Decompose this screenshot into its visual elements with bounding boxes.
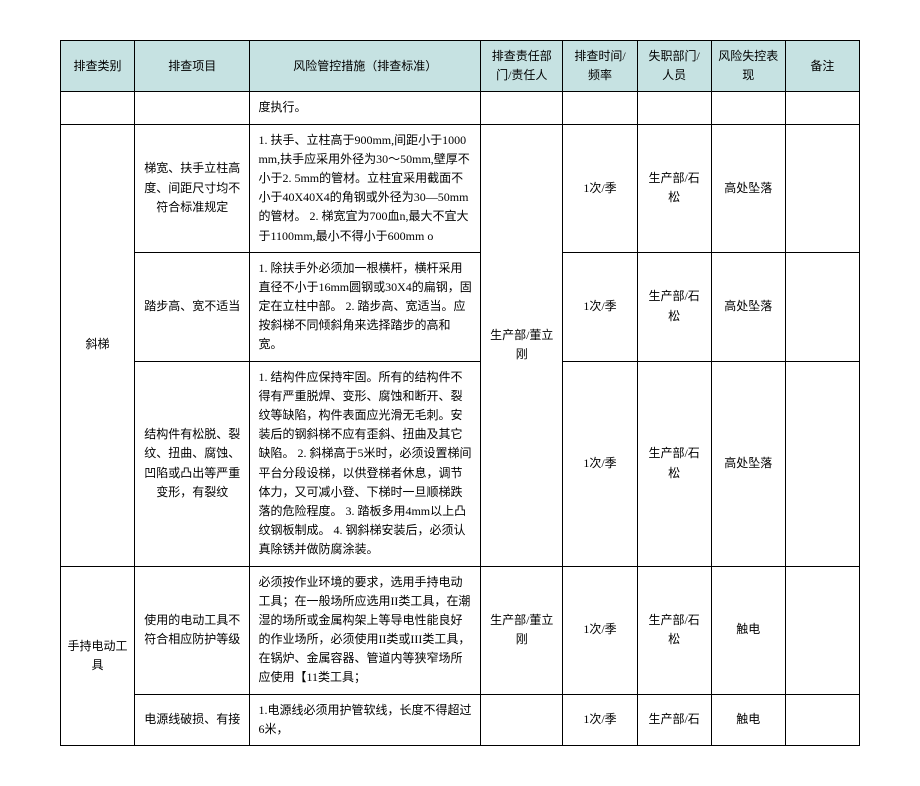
- cell-measure: 度执行。: [250, 92, 481, 124]
- cell-dept: [481, 694, 563, 745]
- cell-time: 1次/季: [563, 361, 637, 566]
- h-risk: 风险失控表现: [711, 41, 785, 92]
- cell-note: [785, 124, 859, 252]
- cell-empty: [481, 92, 563, 124]
- cell-measure: 1.电源线必须用护管软线，长度不得超过6米，: [250, 694, 481, 745]
- cell-note: [785, 694, 859, 745]
- cell-category: 斜梯: [61, 124, 135, 566]
- cell-time: 1次/季: [563, 252, 637, 361]
- cell-measure: 1. 扶手、立柱高于900mm,间距小于1000mm,扶手应采用外径为30～50…: [250, 124, 481, 252]
- cell-acc: 生产部/石松: [637, 252, 711, 361]
- cell-item: 梯宽、扶手立柱高度、间距尺寸均不符合标准规定: [135, 124, 250, 252]
- cell-risk: 触电: [711, 566, 785, 694]
- cell-note: [785, 252, 859, 361]
- cell-item: 结构件有松脱、裂纹、扭曲、腐蚀、凹陷或凸出等严重变形，有裂纹: [135, 361, 250, 566]
- cell-time: 1次/季: [563, 694, 637, 745]
- cell-acc: 生产部/石: [637, 694, 711, 745]
- h-note: 备注: [785, 41, 859, 92]
- h-acc: 失职部门/人员: [637, 41, 711, 92]
- cell-empty: [563, 92, 637, 124]
- cell-time: 1次/季: [563, 566, 637, 694]
- cell-empty: [637, 92, 711, 124]
- cell-acc: 生产部/石松: [637, 124, 711, 252]
- cell-dept: 生产部/董立刚: [481, 566, 563, 694]
- cell-note: [785, 361, 859, 566]
- cell-risk: 高处坠落: [711, 252, 785, 361]
- cell-measure: 必须按作业环境的要求，选用手持电动工具；在一般场所应选用II类工具，在潮湿的场所…: [250, 566, 481, 694]
- cell-empty: [61, 92, 135, 124]
- h-dept: 排查责任部门/责任人: [481, 41, 563, 92]
- table-row: 结构件有松脱、裂纹、扭曲、腐蚀、凹陷或凸出等严重变形，有裂纹 1. 结构件应保持…: [61, 361, 860, 566]
- cell-acc: 生产部/石松: [637, 361, 711, 566]
- table-row: 度执行。: [61, 92, 860, 124]
- cell-measure: 1. 结构件应保持牢固。所有的结构件不得有严重脱焊、变形、腐蚀和断开、裂纹等缺陷…: [250, 361, 481, 566]
- header-row: 排查类别 排查项目 风险管控措施（排查标准） 排查责任部门/责任人 排查时间/频…: [61, 41, 860, 92]
- cell-empty: [711, 92, 785, 124]
- inspection-table: 排查类别 排查项目 风险管控措施（排查标准） 排查责任部门/责任人 排查时间/频…: [60, 40, 860, 746]
- cell-dept: 生产部/董立刚: [481, 124, 563, 566]
- cell-measure: 1. 除扶手外必须加一根横杆，横杆采用直径不小于16mm圆钢或30X4的扁钢，固…: [250, 252, 481, 361]
- cell-time: 1次/季: [563, 124, 637, 252]
- cell-acc: 生产部/石松: [637, 566, 711, 694]
- cell-empty: [785, 92, 859, 124]
- cell-risk: 高处坠落: [711, 361, 785, 566]
- h-item: 排查项目: [135, 41, 250, 92]
- h-time: 排查时间/频率: [563, 41, 637, 92]
- table-row: 手持电动工具 使用的电动工具不符合相应防护等级 必须按作业环境的要求，选用手持电…: [61, 566, 860, 694]
- h-category: 排查类别: [61, 41, 135, 92]
- cell-item: 使用的电动工具不符合相应防护等级: [135, 566, 250, 694]
- cell-category: 手持电动工具: [61, 566, 135, 746]
- table-row: 斜梯 梯宽、扶手立柱高度、间距尺寸均不符合标准规定 1. 扶手、立柱高于900m…: [61, 124, 860, 252]
- cell-risk: 触电: [711, 694, 785, 745]
- h-measure: 风险管控措施（排查标准）: [250, 41, 481, 92]
- cell-note: [785, 566, 859, 694]
- table-row: 踏步高、宽不适当 1. 除扶手外必须加一根横杆，横杆采用直径不小于16mm圆钢或…: [61, 252, 860, 361]
- cell-item: 踏步高、宽不适当: [135, 252, 250, 361]
- cell-risk: 高处坠落: [711, 124, 785, 252]
- cell-empty: [135, 92, 250, 124]
- cell-item: 电源线破损、有接: [135, 694, 250, 745]
- table-row: 电源线破损、有接 1.电源线必须用护管软线，长度不得超过6米， 1次/季 生产部…: [61, 694, 860, 745]
